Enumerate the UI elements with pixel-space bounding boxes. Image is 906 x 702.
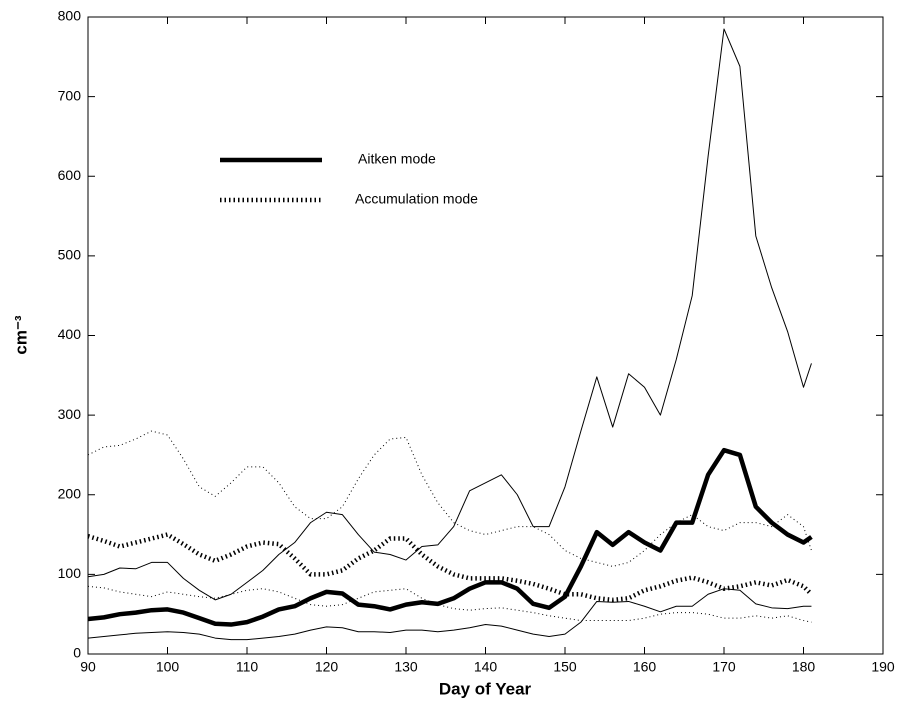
x-tick-label: 120 [315,659,339,675]
series-line [87,430,812,567]
series-line [87,28,812,601]
x-axis-title: Day of Year [439,679,532,698]
y-axis-title: cm⁻³ [11,315,30,355]
y-tick-label: 100 [58,565,82,581]
plot-frame [87,16,884,655]
series-line [87,447,813,627]
x-tick-label: 140 [474,659,498,675]
y-tick-label: 400 [58,326,82,342]
y-tick-label: 0 [73,645,81,661]
x-tick-label: 150 [553,659,577,675]
y-tick-label: 800 [58,8,82,24]
x-tick-label: 90 [80,659,96,675]
x-tick-label: 170 [712,659,736,675]
series-line [87,532,814,603]
x-tick-label: 180 [792,659,816,675]
x-tick-label: 130 [394,659,418,675]
y-tick-label: 300 [58,406,82,422]
x-tick-label: 160 [633,659,657,675]
x-tick-label: 110 [236,659,259,675]
y-tick-label: 700 [58,87,82,103]
y-tick-label: 200 [58,485,82,501]
y-tick-label: 600 [58,167,82,183]
legend-label: Aitken mode [358,151,436,167]
x-tick-label: 190 [871,659,895,675]
y-tick-label: 500 [58,247,82,263]
series-line [87,585,812,623]
legend-label: Accumulation mode [355,191,478,207]
x-tick-label: 100 [156,659,180,675]
series-line [87,588,812,641]
